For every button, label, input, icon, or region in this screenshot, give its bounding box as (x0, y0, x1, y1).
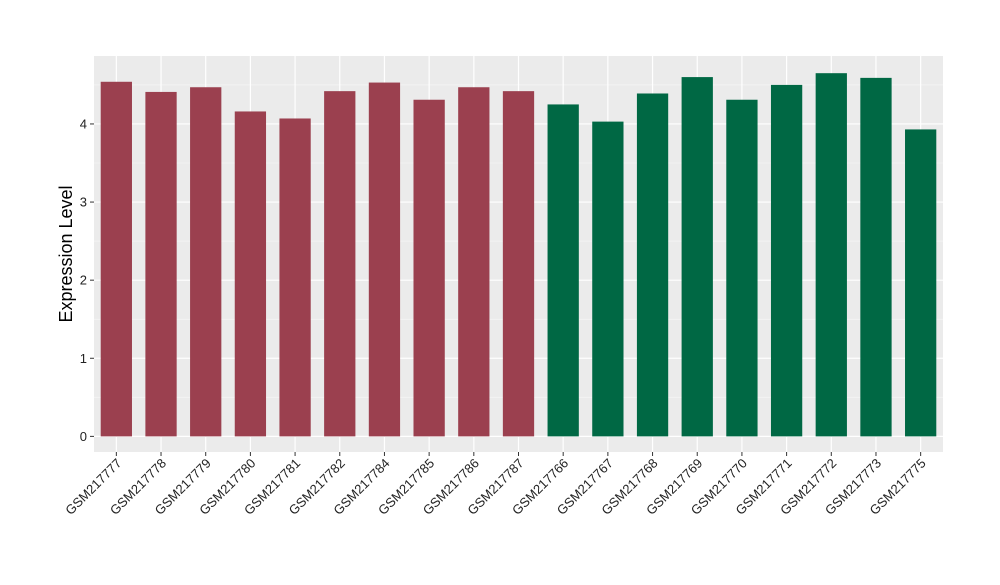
bar-GSM217787 (502, 91, 535, 437)
bar-GSM217773 (860, 77, 892, 437)
x-axis: GSM217777GSM217778GSM217779GSM217780GSM2… (62, 452, 929, 518)
bar-GSM217779 (190, 87, 222, 437)
bar-GSM217769 (681, 77, 713, 437)
bar-GSM217777 (100, 81, 132, 437)
bar-GSM217775 (905, 129, 937, 437)
bar-GSM217767 (592, 121, 624, 437)
y-tick-label: 1 (80, 351, 87, 366)
y-axis-title: Expression Level (56, 185, 76, 322)
y-axis: 0 1 2 3 4 (80, 116, 94, 444)
y-tick-label: 4 (80, 116, 87, 131)
y-tick-label: 2 (80, 273, 87, 288)
bar-GSM217766 (547, 104, 579, 437)
y-tick-label: 3 (80, 195, 87, 210)
bar-GSM217786 (458, 87, 490, 437)
bar-GSM217782 (324, 91, 356, 437)
bar-GSM217772 (815, 73, 847, 437)
bars (100, 73, 937, 437)
y-tick-label: 0 (80, 429, 87, 444)
bar-GSM217780 (234, 111, 267, 437)
bar-GSM217768 (636, 93, 669, 437)
bar-GSM217770 (726, 99, 758, 437)
bar-GSM217778 (145, 91, 177, 437)
bar-GSM217771 (770, 84, 803, 437)
bar-GSM217784 (368, 82, 401, 437)
bar-GSM217781 (279, 118, 311, 437)
bar-GSM217785 (413, 99, 445, 437)
